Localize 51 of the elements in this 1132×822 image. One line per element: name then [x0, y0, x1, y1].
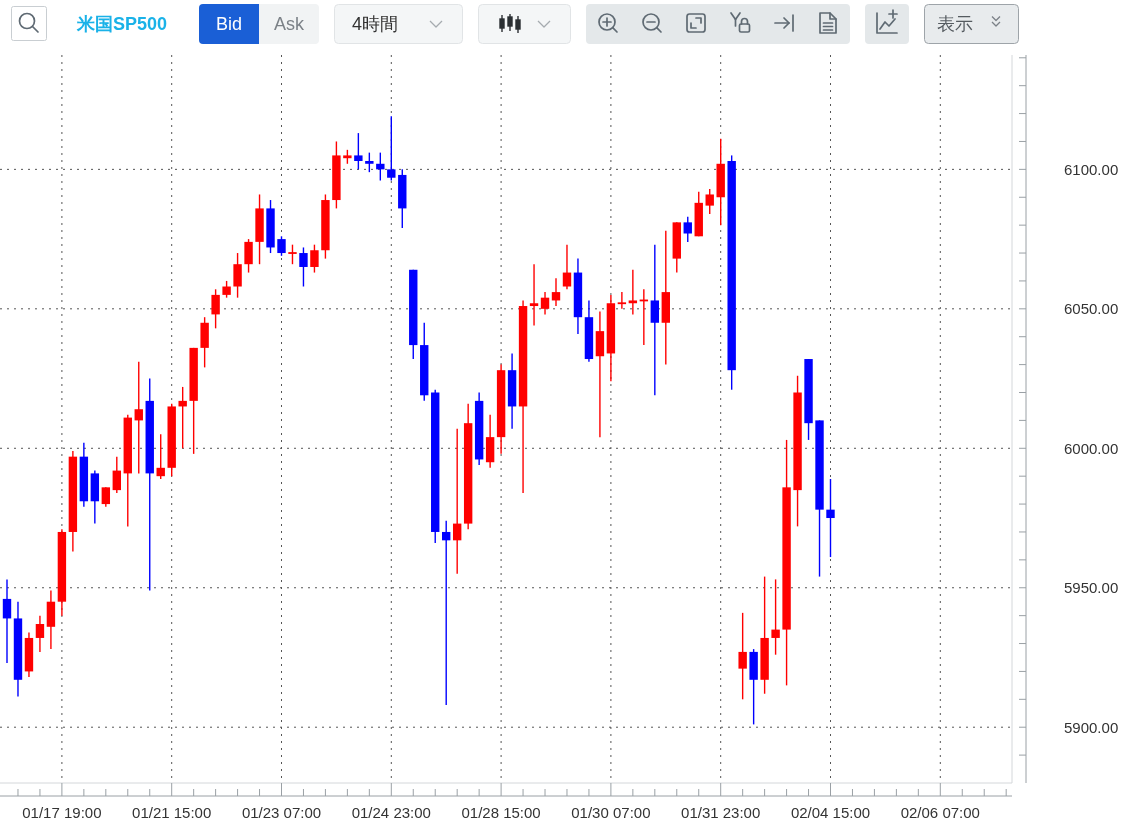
x-tick-label: 02/04 15:00	[790, 803, 871, 821]
candlestick	[628, 269, 638, 316]
y-tick-label: 5900.00	[1064, 718, 1119, 736]
y-tick-label: 5950.00	[1064, 579, 1119, 597]
y-tick-label: 6000.00	[1064, 439, 1119, 457]
candlestick	[826, 478, 835, 558]
candlestick	[178, 386, 187, 449]
x-tick-label: 01/31 23:00	[681, 803, 761, 821]
x-tick-label: 01/17 19:00	[22, 803, 102, 821]
candlestick	[35, 614, 45, 653]
chart-title: 米国SP500	[76, 14, 168, 34]
text: 表示	[937, 14, 973, 34]
candlestick	[112, 455, 121, 494]
candlestick	[617, 291, 627, 310]
text: Bid	[215, 14, 243, 34]
candlestick	[299, 246, 308, 288]
candlestick	[244, 238, 253, 274]
y-tick-label: 6100.00	[1064, 160, 1119, 178]
candlestick	[387, 115, 396, 182]
text: Ask	[273, 14, 305, 34]
candlestick	[134, 361, 143, 475]
x-tick-label: 02/06 07:00	[900, 803, 980, 821]
candlestick	[101, 486, 111, 508]
candlestick	[233, 252, 242, 299]
candlestick	[288, 243, 297, 265]
candlestick	[2, 578, 12, 664]
candlestick	[211, 288, 220, 330]
candlestick	[452, 428, 462, 575]
candlestick	[551, 277, 561, 307]
candlestick	[156, 433, 165, 480]
candlestick	[562, 243, 572, 290]
candlestick	[650, 243, 660, 396]
x-tick-label: 01/30 07:00	[571, 803, 651, 821]
candlestick	[540, 291, 550, 316]
x-tick-label: 01/21 15:00	[132, 803, 212, 821]
candlestick	[365, 151, 374, 173]
candlestick	[376, 151, 385, 182]
x-tick-label: 01/23 07:00	[241, 803, 322, 821]
candlestick	[354, 132, 363, 171]
candlestick	[738, 612, 747, 701]
candlestick	[277, 235, 286, 257]
candlestick	[705, 188, 714, 215]
text: 4時間	[352, 14, 399, 34]
candlestick	[442, 520, 451, 706]
x-tick-label: 01/28 15:00	[461, 803, 541, 821]
candlestick	[771, 578, 780, 656]
y-tick-label: 6050.00	[1064, 300, 1119, 318]
candlestick	[529, 263, 539, 327]
x-tick-label: 01/24 23:00	[351, 803, 431, 821]
candlestick	[310, 243, 319, 274]
candlestick	[683, 216, 692, 243]
